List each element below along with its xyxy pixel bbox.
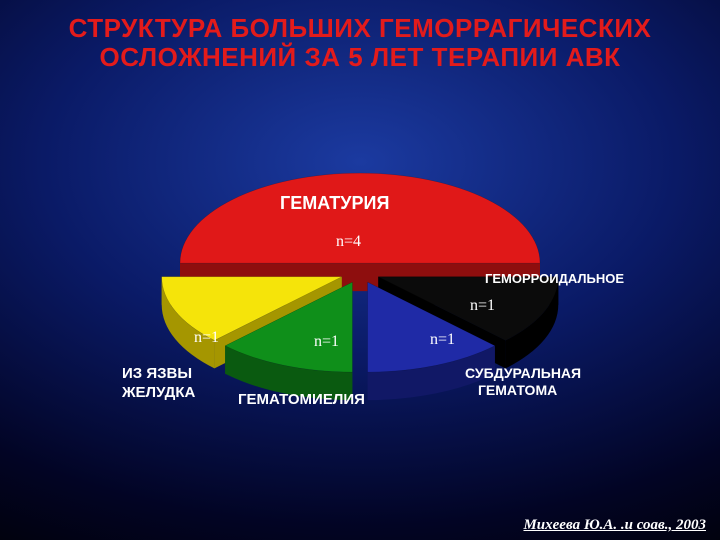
slice-label-subdural-2: ГЕМАТОМА: [478, 382, 557, 398]
n-label-subdural: n=1: [430, 331, 455, 349]
slice-label-subdural-1: СУБДУРАЛЬНАЯ: [465, 365, 581, 381]
n-label-hematomyelia: n=1: [314, 333, 339, 351]
pie-svg: [80, 133, 640, 493]
n-label-hemorrhoidal: n=1: [470, 297, 495, 315]
slice-label-hematuria: ГЕМАТУРИЯ: [280, 193, 389, 214]
pie-chart-3d: ГЕМАТУРИЯ ГЕМОРРОИДАЛЬНОЕ СУБДУРАЛЬНАЯ Г…: [80, 133, 640, 493]
n-label-ulcer: n=1: [194, 329, 219, 347]
slice-label-hemorrhoidal: ГЕМОРРОИДАЛЬНОЕ: [485, 271, 624, 286]
slice-label-hematomyelia: ГЕМАТОМИЕЛИЯ: [238, 391, 365, 408]
slice-label-ulcer-2: ЖЕЛУДКА: [122, 384, 195, 401]
slice-label-ulcer-1: ИЗ ЯЗВЫ: [122, 365, 192, 382]
n-label-hematuria: n=4: [336, 233, 361, 251]
page-title: СТРУКТУРА БОЛЬШИХ ГЕМОРРАГИЧЕСКИХ ОСЛОЖН…: [0, 0, 720, 72]
citation-footer: Михеева Ю.А. .и соав., 2003: [523, 517, 706, 534]
